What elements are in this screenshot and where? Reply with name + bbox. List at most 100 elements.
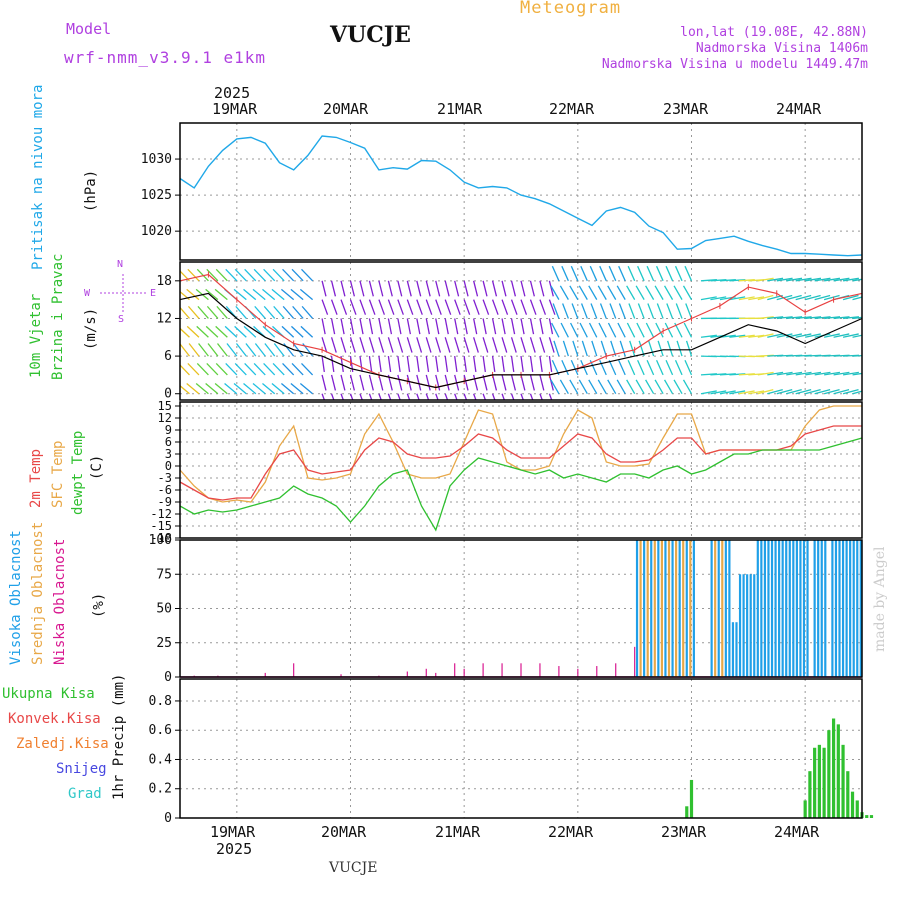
wind-barb [330,280,337,297]
wind-barb [378,337,385,353]
wind-barb [571,303,579,319]
wind-barb [510,280,517,297]
wind-barb [473,374,479,391]
temp-ytick-label: 6 [165,435,172,449]
wind-barb [330,356,335,373]
wind-barb [804,388,821,395]
wind-barb [520,393,524,400]
precip-bar [865,815,869,818]
wind-barb [842,277,859,282]
legend-frz: Zaledj.Kisa [16,736,109,752]
wind-barb [215,325,228,338]
wind-barb [833,277,850,282]
wind-barb [529,356,534,373]
wind-barb [570,265,579,282]
wind-barb [205,288,219,301]
wind-barb [368,318,374,335]
wind-barb [562,303,569,319]
wind-barb [655,322,664,338]
temp-ytick-label: 15 [158,399,172,413]
wind-barb [463,393,468,400]
wind-barb [861,298,862,300]
wind-barb [618,360,626,376]
wind-barb [195,382,209,395]
footer-station: VUCJE [329,860,378,876]
wind-barb [572,340,579,357]
wind-barb [599,303,607,319]
wind-barb [510,318,516,335]
wind-barb [852,296,862,301]
wind-barb [757,277,774,282]
wind-barb [368,280,374,297]
wind-barb [738,334,755,338]
wind-barb [196,268,209,282]
wind-barb [578,285,588,300]
wind-barb [852,316,862,320]
wind-barb [262,288,276,301]
series-lines-layer [179,135,863,532]
wind-barb [263,268,276,282]
pressure-line [179,135,863,257]
wind-barb [368,374,374,391]
wind-barb [635,379,645,395]
wind-barb [463,374,469,391]
wind-barb [637,265,645,282]
temp-ytick-label: 12 [158,411,172,425]
wind-barb [406,356,411,373]
wind-barb [387,299,395,315]
legend-rain: Ukupna Kisa [2,686,95,702]
cloud-ytick-label: 100 [149,533,172,548]
wind-barb [814,277,831,282]
wind-barb [425,356,430,373]
wind-barb [301,268,314,282]
wind-barb [656,303,664,319]
wind-barb [805,333,821,338]
wind-barb [550,285,560,300]
wind-barb [501,280,507,297]
wind-barb [861,393,862,394]
wind-barb [552,303,560,319]
wind-barb [550,379,560,395]
wind-barb [235,343,247,357]
wind-barb [767,388,783,395]
wind-barb [684,265,693,282]
wind-barb [710,296,727,301]
wind-barb [748,355,765,358]
wind-barb [252,382,266,395]
wind-barb [491,318,497,335]
wind-barb [610,340,617,357]
wind-barb [588,285,598,300]
temp-ytick-label: 0 [165,459,172,473]
wind-barb [548,337,555,353]
wind-barb [539,393,543,400]
model-elevation-text: Nadmorska Visina u modelu 1449.47m [601,57,868,72]
wind-ytick-label: 18 [156,274,172,289]
wind-barb [700,279,717,282]
wind-barb [416,337,423,353]
wind-barb [861,374,862,375]
cloud-ytick-label: 50 [156,602,172,617]
wind-barb [330,337,337,353]
wind-barb [252,288,266,301]
model-name: wrf-nmm_v3.9.1 e1km [64,48,267,67]
wind-barb [330,318,336,335]
wind-barb [416,393,420,400]
wind-barb [637,360,645,376]
wind-barb [292,343,304,357]
wind-barb [340,318,345,335]
precip-bar [803,800,807,818]
wind-barb [776,316,793,320]
wind-barb [264,343,276,357]
wind-barb [657,340,664,357]
precip-bar [846,771,850,818]
wind-barb [588,379,598,395]
precip-ytick-label: 0.6 [149,723,172,738]
wind-barb [397,337,404,353]
wind-barb [520,337,527,353]
temp-ylabel-t2m: 2m Temp [28,448,44,508]
wind-barb [757,294,774,301]
wind-barb [539,280,545,297]
wind-barb [280,382,295,395]
wind-barb [664,322,674,338]
